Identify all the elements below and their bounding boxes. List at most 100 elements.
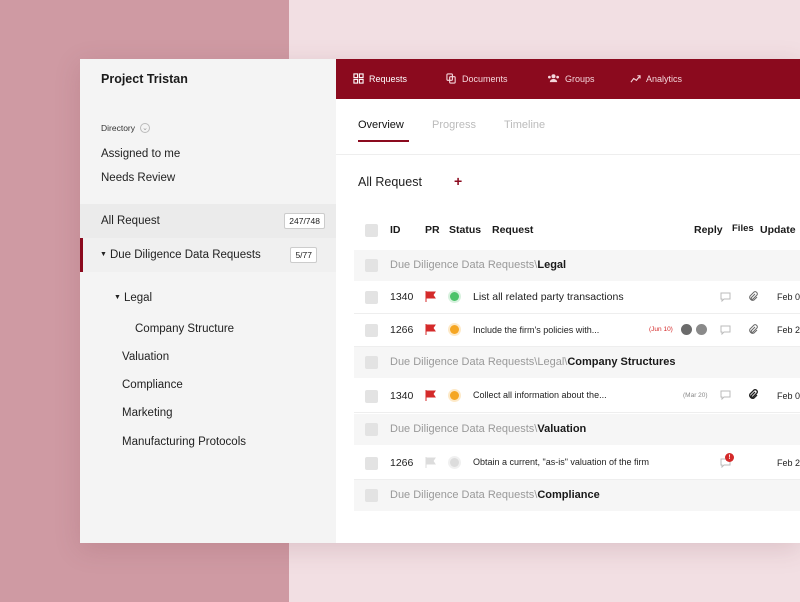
tree-item-company-structure[interactable]: Company Structure <box>135 323 235 335</box>
nav-documents[interactable]: Documents <box>446 73 508 84</box>
priority-flag-icon[interactable] <box>425 390 436 401</box>
status-dot <box>450 292 459 301</box>
trend-icon <box>630 75 641 83</box>
comment-icon[interactable] <box>720 325 731 335</box>
priority-flag-icon[interactable] <box>425 457 436 468</box>
nav-label: Documents <box>462 73 508 84</box>
group-path: Due Diligence Data Requests\ <box>390 423 538 435</box>
status-dot <box>450 325 459 334</box>
alert-icon: ! <box>725 453 734 462</box>
row-checkbox[interactable] <box>365 291 378 304</box>
directory-label: Directory <box>101 123 136 133</box>
directory-dropdown[interactable]: Directory ⌄ <box>101 123 151 133</box>
nav-requests[interactable]: Requests <box>353 73 407 84</box>
col-reply[interactable]: Reply <box>694 224 723 236</box>
group-row-compliance[interactable]: Due Diligence Data Requests\Compliance <box>354 480 800 511</box>
count-badge: 5/77 <box>290 247 317 263</box>
group-name: Valuation <box>537 423 587 435</box>
group-name: Compliance <box>537 489 600 501</box>
add-request-button[interactable]: + <box>454 173 463 189</box>
priority-flag-icon[interactable] <box>425 291 436 302</box>
documents-icon <box>446 73 456 84</box>
request-title[interactable]: List all related party transactions <box>473 291 624 303</box>
request-title[interactable]: Obtain a current, "as-is" valuation of t… <box>473 457 649 467</box>
table-row[interactable]: 1266 Include the firm's policies with...… <box>354 314 800 347</box>
sub-tabs: Overview Progress Timeline <box>336 99 800 155</box>
nav-label: Groups <box>565 73 595 84</box>
due-date-tag: (Jun 10) <box>649 326 673 333</box>
app-window: Project Tristan Directory ⌄ Assigned to … <box>80 59 800 543</box>
comment-icon[interactable] <box>720 390 731 400</box>
group-path: Due Diligence Data Requests\ <box>390 489 538 501</box>
updated-date: Feb 0 <box>777 391 800 401</box>
nav-analytics[interactable]: Analytics <box>630 73 682 84</box>
comment-icon[interactable] <box>720 292 731 302</box>
tree-item-valuation[interactable]: Valuation <box>122 351 170 363</box>
avatar[interactable] <box>695 323 708 336</box>
status-dot <box>450 458 459 467</box>
group-row-company-structures[interactable]: Due Diligence Data Requests\Legal\Compan… <box>354 347 800 378</box>
sidebar-item-needs-review[interactable]: Needs Review <box>101 172 176 184</box>
row-checkbox[interactable] <box>365 356 378 369</box>
grid-icon <box>353 73 364 84</box>
count-badge: 247/748 <box>284 213 325 229</box>
col-pr[interactable]: PR <box>425 224 440 236</box>
col-updated[interactable]: Update <box>760 224 796 236</box>
row-checkbox[interactable] <box>365 457 378 470</box>
sidebar: Project Tristan Directory ⌄ Assigned to … <box>80 59 336 543</box>
row-checkbox[interactable] <box>365 423 378 436</box>
nav-label: Analytics <box>646 73 683 84</box>
request-title[interactable]: Include the firm's policies with... <box>473 325 600 335</box>
top-nav-bar: Requests Documents Groups Analytics <box>336 59 800 99</box>
request-id: 1266 <box>390 457 414 469</box>
nav-groups[interactable]: Groups <box>547 73 595 84</box>
table-row[interactable]: 1266 Obtain a current, "as-is" valuation… <box>354 447 800 480</box>
table-row[interactable]: 1340 Collect all information about the..… <box>354 379 800 413</box>
avatar[interactable] <box>680 323 693 336</box>
row-checkbox[interactable] <box>365 259 378 272</box>
request-id: 1340 <box>390 390 414 402</box>
updated-date: Feb 0 <box>777 292 800 302</box>
paperclip-icon[interactable] <box>748 291 758 302</box>
paperclip-icon[interactable] <box>748 324 758 335</box>
chevron-down-icon: ⌄ <box>140 123 151 133</box>
group-path: Due Diligence Data Requests\ <box>390 259 538 271</box>
tree-item-label: Legal <box>123 292 153 304</box>
tab-overview[interactable]: Overview <box>358 119 404 131</box>
users-icon <box>548 74 559 83</box>
col-status[interactable]: Status <box>449 224 482 236</box>
sidebar-item-all-request[interactable]: All Request 247/748 <box>80 204 336 238</box>
sidebar-item-dd-requests[interactable]: ▼ Due Diligence Data Requests 5/77 <box>80 238 336 272</box>
sidebar-item-label: Due Diligence Data Requests <box>109 249 261 261</box>
request-title[interactable]: Collect all information about the... <box>473 390 607 400</box>
tree-item-compliance[interactable]: Compliance <box>122 379 183 391</box>
col-request[interactable]: Request <box>492 224 534 236</box>
paperclip-icon[interactable] <box>748 389 758 400</box>
select-all-checkbox[interactable] <box>365 224 378 237</box>
project-title: Project Tristan <box>101 72 188 86</box>
col-id[interactable]: ID <box>390 224 401 236</box>
row-checkbox[interactable] <box>365 324 378 337</box>
caret-down-icon: ▼ <box>100 251 107 258</box>
tree-item-marketing[interactable]: Marketing <box>122 407 173 419</box>
priority-flag-icon[interactable] <box>425 324 436 335</box>
col-files[interactable]: Files <box>732 223 754 234</box>
group-row-valuation[interactable]: Due Diligence Data Requests\Valuation <box>354 414 800 445</box>
table-row[interactable]: 1340 List all related party transactions… <box>354 281 800 314</box>
row-checkbox[interactable] <box>365 489 378 502</box>
sidebar-item-label: All Request <box>101 215 160 227</box>
caret-down-icon: ▼ <box>114 294 121 301</box>
tab-progress[interactable]: Progress <box>432 119 477 131</box>
group-name: Company Structures <box>567 356 676 368</box>
sidebar-item-assigned[interactable]: Assigned to me <box>101 148 181 160</box>
main-panel: Requests Documents Groups Analytics Over… <box>336 59 800 543</box>
tree-item-manufacturing[interactable]: Manufacturing Protocols <box>122 436 247 448</box>
status-dot <box>450 391 459 400</box>
row-checkbox[interactable] <box>365 390 378 403</box>
group-row-legal[interactable]: Due Diligence Data Requests\Legal <box>354 250 800 281</box>
tab-timeline[interactable]: Timeline <box>504 119 546 131</box>
updated-date: Feb 2 <box>777 325 800 335</box>
tree-item-legal[interactable]: ▼ Legal <box>114 292 152 304</box>
request-id: 1266 <box>390 324 414 336</box>
due-date-tag: (Mar 20) <box>683 392 708 399</box>
